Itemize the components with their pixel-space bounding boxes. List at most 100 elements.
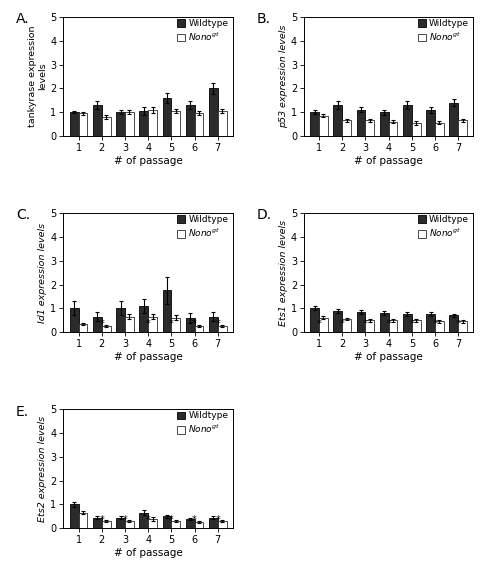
Text: *: * [192,319,197,328]
Text: *: * [100,515,104,525]
Bar [319,318,328,332]
Bar [449,103,458,136]
Text: *: * [409,319,414,328]
Bar [388,122,398,136]
Bar [163,98,171,136]
Bar [186,519,195,528]
Bar [125,316,134,332]
Text: *: * [122,515,127,525]
Bar [186,105,195,136]
Text: *: * [317,319,322,328]
Bar [125,521,134,528]
Bar [333,311,342,332]
Bar [218,521,226,528]
Bar [79,324,87,332]
Text: B.: B. [257,12,270,26]
Bar [148,519,157,528]
Legend: Wildtype, Nono$^{gt}$: Wildtype, Nono$^{gt}$ [418,215,469,239]
Bar [125,112,134,136]
Y-axis label: p53 expression levels: p53 expression levels [279,25,288,128]
Bar [70,308,79,332]
Bar [366,120,374,136]
Text: *: * [169,319,174,328]
Text: A.: A. [16,12,30,26]
Bar [116,112,125,136]
Bar [116,308,125,332]
Text: D.: D. [257,208,272,223]
Bar [342,120,351,136]
Text: *: * [146,515,150,525]
Text: *: * [363,319,368,328]
Bar [435,321,444,332]
Legend: Wildtype, Nono$^{gt}$: Wildtype, Nono$^{gt}$ [177,411,228,435]
Text: E.: E. [16,404,29,419]
Bar [195,326,203,332]
Bar [209,89,218,136]
Text: *: * [192,515,197,525]
Bar [342,319,351,332]
Text: *: * [456,319,461,328]
Bar [70,112,79,136]
Bar [116,517,125,528]
Bar [426,110,435,136]
Bar [163,516,171,528]
Bar [426,314,435,332]
Bar [412,123,421,136]
Bar [163,290,171,332]
X-axis label: # of passage: # of passage [114,548,183,558]
Bar [310,112,319,136]
X-axis label: # of passage: # of passage [354,156,423,166]
Bar [209,517,218,528]
Y-axis label: tankyrase expression
levels: tankyrase expression levels [28,26,47,127]
Bar [102,326,111,332]
Text: *: * [146,319,150,328]
Text: *: * [433,319,437,328]
Text: *: * [215,319,220,328]
Y-axis label: Ets1 expression levels: Ets1 expression levels [279,220,288,325]
Bar [93,316,102,332]
X-axis label: # of passage: # of passage [114,352,183,362]
Bar [209,316,218,332]
Bar [357,312,366,332]
Bar [139,513,148,528]
Bar [319,116,328,136]
Y-axis label: Ets2 expression levels: Ets2 expression levels [39,416,47,522]
Bar [458,321,467,332]
Bar [458,120,467,136]
X-axis label: # of passage: # of passage [114,156,183,166]
Bar [102,117,111,136]
Legend: Wildtype, Nono$^{gt}$: Wildtype, Nono$^{gt}$ [177,19,228,43]
Bar [366,320,374,332]
Bar [357,110,366,136]
Bar [171,111,180,136]
Bar [139,111,148,136]
Bar [380,112,388,136]
Bar [435,123,444,136]
Text: *: * [215,515,220,525]
Bar [218,326,226,332]
Bar [70,504,79,528]
Bar [79,114,87,136]
Text: *: * [386,319,391,328]
Text: *: * [340,319,345,328]
Bar [102,521,111,528]
Text: *: * [100,319,104,328]
Bar [148,316,157,332]
Bar [218,111,226,136]
Bar [148,110,157,136]
Bar [333,105,342,136]
Y-axis label: Id1 expression levels: Id1 expression levels [39,223,47,323]
Bar [93,105,102,136]
Bar [186,318,195,332]
Text: C.: C. [16,208,30,223]
Bar [310,308,319,332]
Bar [195,114,203,136]
Bar [449,315,458,332]
Bar [412,320,421,332]
X-axis label: # of passage: # of passage [354,352,423,362]
Bar [79,513,87,528]
Bar [139,306,148,332]
Legend: Wildtype, Nono$^{gt}$: Wildtype, Nono$^{gt}$ [177,215,228,239]
Bar [93,517,102,528]
Legend: Wildtype, Nono$^{gt}$: Wildtype, Nono$^{gt}$ [418,19,469,43]
